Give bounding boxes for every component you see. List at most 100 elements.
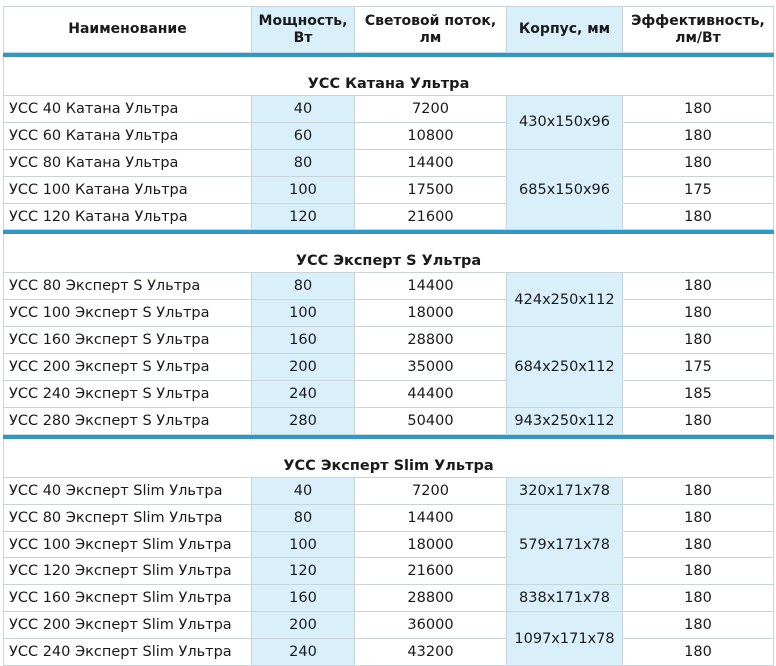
power-cell: 100 [251,175,355,204]
group-spacer [3,233,774,251]
group-title-row: УСС Катана Ультра [3,73,774,96]
header-power: Мощность, Вт [251,6,355,53]
efficiency-cell: 180 [622,121,774,150]
power-cell: 280 [251,406,355,435]
table-row: УСС 200 Эксперт S Ультра 200 35000 175 [3,353,774,382]
spacer-cell [3,56,774,73]
power-cell: 60 [251,121,355,150]
efficiency-cell: 180 [622,476,774,505]
table-row: УСС 160 Эксперт S Ультра 160 28800 684x250x… [3,326,774,408]
power-cell: 80 [251,503,355,532]
spacer-cell [3,233,774,251]
power-cell: 240 [251,638,355,666]
table-row: УСС 120 Эксперт Slim Ультра 120 21600 180 [3,557,774,586]
product-name-cell: УСС 200 Эксперт Slim Ультра [3,611,252,640]
housing-cell: 320x171x78 [506,476,623,505]
separator-line [3,229,774,235]
power-cell: 100 [251,299,355,328]
product-name-cell: УСС 80 Эксперт Slim Ультра [3,503,252,532]
flux-cell: 17500 [354,175,507,204]
power-cell: 40 [251,95,355,123]
table-row: УСС 80 Эксперт S Ультра 80 14400 424x250x11… [3,272,774,328]
header-efficiency: Эффективность, лм/Вт [622,6,774,53]
housing-cell: 943x250x112 [506,406,623,435]
group-separator [3,229,774,235]
group-title-row: УСС Эксперт S Ультра [3,250,774,274]
flux-cell: 21600 [354,557,507,586]
efficiency-cell: 180 [622,503,774,532]
group-title: УСС Эксперт Slim Ультра [3,454,774,478]
table-row: УСС 100 Эксперт S Ультра 100 18000 180 [3,299,774,328]
power-cell: 200 [251,353,355,382]
product-name-cell: УСС 160 Эксперт S Ультра [3,326,252,355]
group-separator [3,52,774,57]
group-title-row: УСС Эксперт Slim Ультра [3,454,774,478]
product-name-cell: УСС 160 Эксперт Slim Ультра [3,584,252,613]
group-separator [3,433,774,439]
housing-cell: 424x250x112 [506,272,623,328]
power-cell: 160 [251,326,355,355]
product-name-cell: УСС 100 Эксперт S Ультра [3,299,252,328]
housing-cell: 685x150x96 [506,148,623,231]
product-name-cell: УСС 200 Эксперт S Ультра [3,353,252,382]
product-name-cell: УСС 240 Эксперт Slim Ультра [3,638,252,666]
efficiency-cell: 185 [622,380,774,408]
flux-cell: 18000 [354,299,507,328]
housing-cell: 1097x171x78 [506,611,623,666]
product-name-cell: УСС 120 Эксперт Slim Ультра [3,557,252,586]
table-row: УСС 200 Эксперт Slim Ультра 200 36000 1097x… [3,611,774,666]
housing-cell: 579x171x78 [506,503,623,586]
power-cell: 240 [251,380,355,408]
efficiency-cell: 180 [622,148,774,177]
flux-cell: 14400 [354,272,507,301]
flux-cell: 7200 [354,476,507,505]
product-name-cell: УСС 60 Катана Ультра [3,121,252,150]
group-title: УСС Эксперт S Ультра [3,250,774,274]
housing-cell: 838x171x78 [506,584,623,613]
flux-cell: 18000 [354,530,507,559]
table-body: УСС Катана Ультра УСС 40 Катана Ультра 40 7… [3,52,774,666]
table-row: УСС 240 Эксперт Slim Ультра 240 43200 180 [3,638,774,666]
efficiency-cell: 180 [622,202,774,231]
product-name-cell: УСС 280 Эксперт S Ультра [3,406,252,435]
specs-table: Наименование Мощность, Вт Световой поток… [3,6,774,666]
efficiency-cell: 180 [622,611,774,640]
power-cell: 40 [251,476,355,505]
product-name-cell: УСС 240 Эксперт S Ультра [3,380,252,408]
product-name-cell: УСС 80 Эксперт S Ультра [3,272,252,301]
separator-line [3,52,774,57]
header-name: Наименование [3,6,252,53]
flux-cell: 21600 [354,202,507,231]
flux-cell: 28800 [354,584,507,613]
table-row: УСС 40 Катана Ультра 40 7200 430x150x96 180 [3,95,774,150]
table-row: УСС 80 Катана Ультра 80 14400 685x150x96 180 [3,148,774,231]
flux-cell: 44400 [354,380,507,408]
table-row: УСС 280 Эксперт S Ультра 280 50400 943x250x… [3,406,774,435]
group-spacer [3,56,774,73]
flux-cell: 7200 [354,95,507,123]
power-cell: 80 [251,272,355,301]
header-row: Наименование Мощность, Вт Световой поток… [3,6,774,53]
efficiency-cell: 180 [622,326,774,355]
housing-cell: 430x150x96 [506,95,623,150]
efficiency-cell: 180 [622,95,774,123]
flux-cell: 14400 [354,503,507,532]
table-row: УСС 240 Эксперт S Ультра 240 44400 185 [3,380,774,408]
spacer-cell [3,437,774,455]
efficiency-cell: 175 [622,175,774,204]
table-row: УСС 40 Эксперт Slim Ультра 40 7200 320x171x… [3,476,774,505]
separator-line [3,433,774,439]
table-row: УСС 160 Эксперт Slim Ультра 160 28800 838x1… [3,584,774,613]
efficiency-cell: 180 [622,584,774,613]
efficiency-cell: 180 [622,406,774,435]
flux-cell: 50400 [354,406,507,435]
table-row: УСС 100 Катана Ультра 100 17500 175 [3,175,774,204]
header-housing: Корпус, мм [506,6,623,53]
table-row: УСС 80 Эксперт Slim Ультра 80 14400 579x171… [3,503,774,586]
flux-cell: 36000 [354,611,507,640]
efficiency-cell: 180 [622,530,774,559]
table-row: УСС 100 Эксперт Slim Ультра 100 18000 180 [3,530,774,559]
table-row: УСС 60 Катана Ультра 60 10800 180 [3,121,774,150]
product-name-cell: УСС 120 Катана Ультра [3,202,252,231]
table-row: УСС 120 Катана Ультра 120 21600 180 [3,202,774,231]
